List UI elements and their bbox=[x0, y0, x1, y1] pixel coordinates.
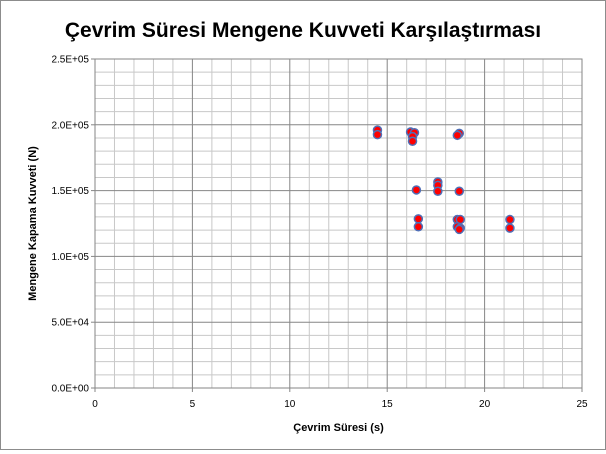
data-point bbox=[452, 130, 463, 141]
data-point bbox=[413, 222, 424, 232]
y-axis-label: Mengene Kapama Kuvveti (N) bbox=[27, 146, 39, 301]
y-tick-label: 2.5E+05 bbox=[51, 55, 89, 66]
plot-area-border bbox=[94, 58, 583, 389]
y-tick-label: 1.0E+05 bbox=[51, 252, 89, 263]
data-points bbox=[372, 125, 515, 235]
x-axis-ticks: 0 5 10 15 20 25 bbox=[92, 388, 588, 410]
data-point bbox=[413, 214, 424, 224]
y-tick-label: 0.0E+00 bbox=[51, 384, 89, 395]
data-point bbox=[411, 185, 422, 195]
x-axis-label: Çevrim Süresi (s) bbox=[293, 422, 384, 434]
data-point bbox=[433, 186, 443, 197]
chart-title: Çevrim Süresi Mengene Kuvveti Karşılaştı… bbox=[65, 19, 541, 42]
x-tick-label: 0 bbox=[92, 399, 98, 410]
x-tick-label: 20 bbox=[479, 399, 491, 410]
data-point bbox=[505, 223, 515, 233]
y-axis-ticks: 0.0E+00 5.0E+04 1.0E+05 1.5E+05 2.0E+05 2.5E+… bbox=[51, 55, 95, 395]
x-tick-label: 25 bbox=[576, 399, 588, 410]
data-point bbox=[372, 129, 383, 140]
y-tick-label: 2.0E+05 bbox=[51, 120, 89, 131]
data-point bbox=[454, 224, 465, 235]
x-tick-label: 5 bbox=[190, 399, 196, 410]
minor-gridlines bbox=[95, 59, 582, 388]
x-tick-label: 10 bbox=[284, 399, 296, 410]
x-tick-label: 15 bbox=[382, 399, 394, 410]
data-point bbox=[505, 214, 515, 225]
y-tick-label: 5.0E+04 bbox=[51, 318, 89, 329]
y-tick-label: 1.5E+05 bbox=[51, 186, 89, 197]
data-point bbox=[407, 136, 418, 146]
data-point bbox=[454, 186, 465, 197]
